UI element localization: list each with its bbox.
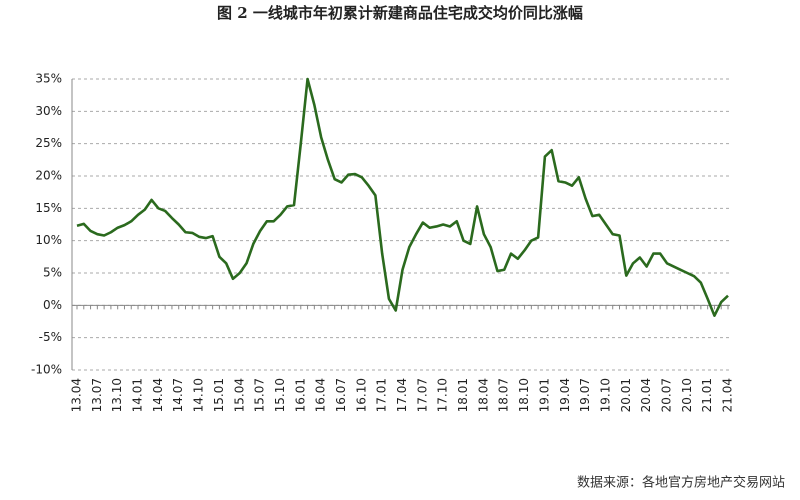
y-tick-label: 5% [43,266,62,280]
x-tick-label: 18.04 [476,378,490,412]
x-tick-label: 16.04 [314,378,328,412]
x-tick-label: 14.04 [151,378,165,412]
x-tick-label: 19.01 [537,378,551,412]
data-line [76,77,729,317]
x-tick-label: 20.07 [659,378,673,412]
x-tick-label: 13.04 [70,378,84,412]
y-tick-label: 30% [35,104,62,118]
x-tick-label: 17.01 [375,378,389,412]
x-tick-label: 20.01 [619,378,633,412]
x-tick-label: 21.04 [721,378,735,412]
x-tick-label: 14.01 [131,378,145,412]
x-tick-label: 17.07 [415,378,429,412]
y-tick-label: 10% [35,233,62,247]
x-tick-label: 20.04 [639,378,653,412]
x-tick-label: 19.10 [598,378,612,412]
chart-title: 图 2 一线城市年初累计新建商品住宅成交均价同比涨幅 [217,4,583,22]
source-note: 数据来源：各地官方房地产交易网站 [577,475,785,491]
x-tick-label: 18.01 [456,378,470,412]
x-tick-label: 16.10 [354,378,368,412]
y-tick-label: 25% [35,136,62,150]
x-tick-label: 18.10 [517,378,531,412]
x-tick-label: 19.04 [558,378,572,412]
x-tick-label: 18.07 [497,378,511,412]
y-tick-label: 20% [35,169,62,183]
x-tick-label: 15.07 [253,378,267,412]
y-tick-label: 15% [35,201,62,215]
y-tick-label: 0% [43,298,62,312]
x-tick-label: 15.04 [232,378,246,412]
x-tick-label: 19.07 [578,378,592,412]
x-tick-label: 14.07 [171,378,185,412]
x-tick-label: 15.01 [212,378,226,412]
x-tick-label: 13.07 [90,378,104,412]
x-tick-label: 14.10 [192,378,206,412]
y-tick-label: -10% [31,363,62,377]
x-tick-label: 13.10 [110,378,124,412]
x-tick-label: 16.07 [334,378,348,412]
x-tick-label: 16.01 [293,378,307,412]
y-tick-label: -5% [39,330,62,344]
x-tick-label: 20.10 [680,378,694,412]
x-tick-label: 17.04 [395,378,409,412]
x-tick-label: 17.10 [436,378,450,412]
y-tick-label: 35% [35,72,62,86]
x-tick-label: 21.01 [700,378,714,412]
x-tick-label: 15.10 [273,378,287,412]
